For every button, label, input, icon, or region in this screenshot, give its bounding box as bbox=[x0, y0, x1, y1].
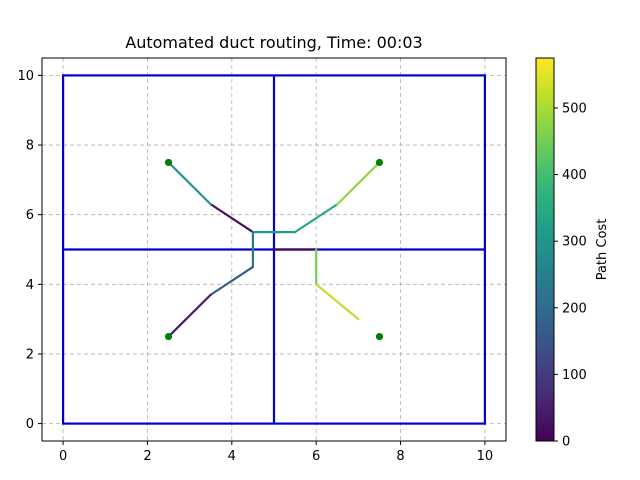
colorbar-tick-label: 100 bbox=[562, 368, 587, 383]
y-tick-label: 2 bbox=[26, 347, 34, 362]
colorbar-tick-label: 500 bbox=[562, 101, 587, 116]
duct-segment bbox=[167, 161, 212, 206]
duct-segment bbox=[315, 283, 360, 321]
x-tick-label: 6 bbox=[312, 449, 320, 464]
duct-endpoint bbox=[375, 332, 384, 341]
duct-endpoint bbox=[164, 158, 173, 167]
y-tick-label: 10 bbox=[17, 69, 34, 84]
colorbar-tick-label: 300 bbox=[562, 235, 587, 250]
x-tick-label: 10 bbox=[477, 449, 494, 464]
colorbar-scale bbox=[535, 57, 555, 442]
duct-segment bbox=[209, 265, 255, 296]
duct-endpoint bbox=[375, 158, 384, 167]
y-tick-label: 8 bbox=[26, 139, 34, 154]
duct-segment bbox=[336, 161, 381, 206]
colorbar-label: Path Cost bbox=[595, 219, 610, 281]
duct-segment bbox=[209, 203, 255, 234]
duct-segment bbox=[167, 293, 212, 338]
y-tick-label: 6 bbox=[26, 208, 34, 223]
colorbar-tick-label: 400 bbox=[562, 168, 587, 183]
colorbar: 0 100 200 300 400 500 Path Cost bbox=[535, 57, 610, 450]
axes-frame bbox=[41, 57, 507, 442]
colorbar-tick-label: 200 bbox=[562, 301, 587, 316]
y-tick-label: 4 bbox=[26, 278, 34, 293]
x-tick-label: 2 bbox=[143, 449, 151, 464]
chart-title: Automated duct routing, Time: 00:03 bbox=[125, 33, 422, 52]
y-tick-label: 0 bbox=[26, 417, 34, 432]
x-tick-label: 0 bbox=[59, 449, 67, 464]
duct-segment bbox=[293, 203, 339, 234]
duct-endpoint bbox=[164, 332, 173, 341]
colorbar-tick-label: 0 bbox=[562, 435, 570, 450]
x-tick-label: 8 bbox=[396, 449, 404, 464]
plot-area: 0 2 4 6 8 10 0 2 4 6 8 10 bbox=[17, 57, 507, 464]
x-tick-label: 4 bbox=[228, 449, 236, 464]
